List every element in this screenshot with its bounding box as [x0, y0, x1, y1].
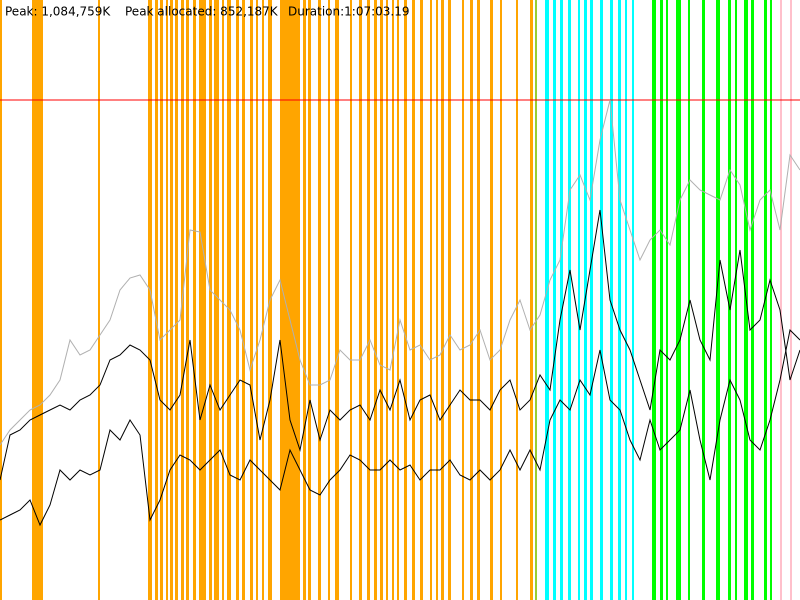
- event-band: [535, 0, 537, 600]
- event-band: [359, 0, 362, 600]
- event-band: [386, 0, 388, 600]
- event-band: [430, 0, 432, 600]
- event-band: [790, 0, 792, 600]
- event-band: [227, 0, 231, 600]
- event-band: [436, 0, 438, 600]
- event-band: [170, 0, 173, 600]
- duration-label: Duration:1:07:03.19: [288, 5, 410, 19]
- event-band: [404, 0, 407, 600]
- header: Peak: 1,084,759K Peak allocated: 852,187…: [5, 5, 410, 19]
- event-band: [560, 0, 563, 600]
- event-band: [256, 0, 258, 600]
- peak-allocated-label: Peak allocated: 852,187K: [125, 5, 279, 19]
- event-band: [516, 0, 518, 600]
- event-band: [199, 0, 206, 600]
- lines: [0, 99, 800, 527]
- event-band: [236, 0, 239, 600]
- event-band: [618, 0, 621, 600]
- event-band: [262, 0, 264, 600]
- event-band: [568, 0, 571, 600]
- event-band: [470, 0, 473, 600]
- series-line: [0, 209, 800, 481]
- event-band: [702, 0, 705, 600]
- event-band: [770, 0, 772, 600]
- event-band: [735, 0, 737, 600]
- event-band: [441, 0, 444, 600]
- series-line: [0, 99, 800, 446]
- event-band: [335, 0, 339, 600]
- event-band: [209, 0, 212, 600]
- event-band: [660, 0, 663, 600]
- event-band: [676, 0, 681, 600]
- event-band: [0, 0, 2, 600]
- event-band: [98, 0, 100, 600]
- event-band: [751, 0, 754, 600]
- event-band: [318, 0, 321, 600]
- event-band: [148, 0, 152, 600]
- event-band: [553, 0, 556, 600]
- event-band: [716, 0, 720, 600]
- event-band: [530, 0, 533, 600]
- event-band: [350, 0, 352, 600]
- event-band: [160, 0, 163, 600]
- event-band: [186, 0, 189, 600]
- event-band: [32, 0, 43, 600]
- event-band: [500, 0, 502, 600]
- event-band: [280, 0, 300, 600]
- event-band: [590, 0, 593, 600]
- event-band: [166, 0, 168, 600]
- peak-label: Peak: 1,084,759K: [5, 5, 111, 19]
- event-band: [462, 0, 464, 600]
- event-band: [214, 0, 219, 600]
- event-band: [374, 0, 377, 600]
- event-band: [780, 0, 782, 600]
- event-band: [175, 0, 178, 600]
- event-band: [328, 0, 330, 600]
- event-band: [490, 0, 493, 600]
- event-band: [666, 0, 668, 600]
- event-band: [222, 0, 224, 600]
- event-band: [578, 0, 580, 600]
- event-band: [412, 0, 415, 600]
- event-band: [632, 0, 634, 600]
- event-band: [420, 0, 423, 600]
- event-band: [688, 0, 690, 600]
- event-band: [397, 0, 399, 600]
- event-band: [625, 0, 627, 600]
- event-band: [652, 0, 656, 600]
- event-band: [303, 0, 306, 600]
- event-band: [250, 0, 253, 600]
- event-band: [600, 0, 603, 600]
- event-band: [477, 0, 480, 600]
- event-band: [242, 0, 245, 600]
- event-band: [367, 0, 370, 600]
- event-band: [392, 0, 394, 600]
- event-band: [308, 0, 311, 600]
- event-band: [380, 0, 383, 600]
- event-band: [728, 0, 731, 600]
- event-band: [448, 0, 451, 600]
- event-band: [193, 0, 196, 600]
- event-band: [545, 0, 549, 600]
- event-band: [155, 0, 158, 600]
- series-line: [0, 328, 800, 527]
- event-band: [610, 0, 613, 600]
